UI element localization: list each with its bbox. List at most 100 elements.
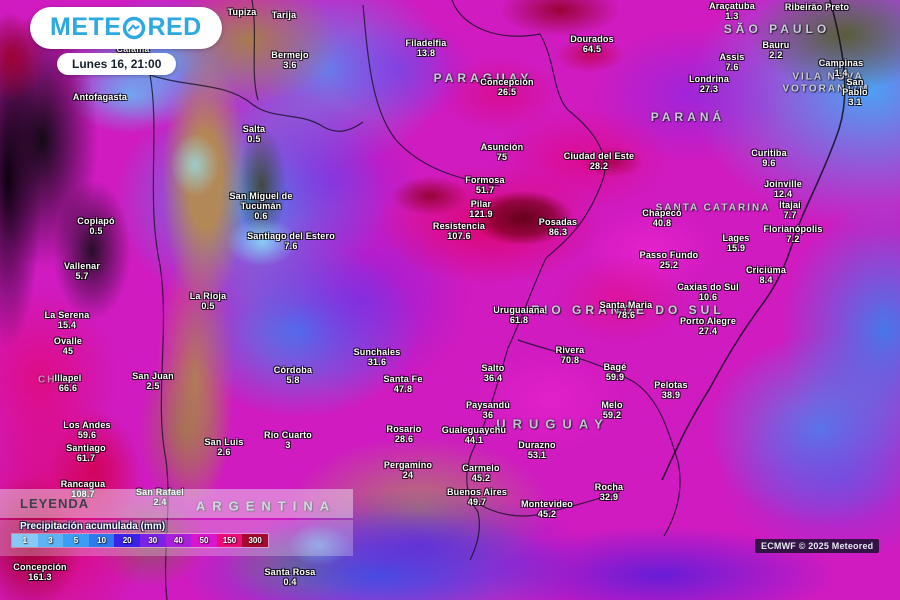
city-label: Salto 36.4 bbox=[481, 363, 505, 383]
city-label: Santiago del Estero 7.6 bbox=[247, 231, 335, 251]
city-label: Assis 7.6 bbox=[719, 52, 745, 72]
city-label: Pelotas 38.9 bbox=[654, 380, 688, 400]
city-label: Joinville 12.4 bbox=[764, 179, 802, 199]
region-label: PARANÁ bbox=[650, 110, 726, 124]
city-label: Durazno 53.1 bbox=[518, 440, 556, 460]
city-label: Caxias do Sul 10.6 bbox=[677, 282, 739, 302]
legend-scale-panel: Precipitación acumulada (mm) 1 3 5 10 20 30 40… bbox=[0, 520, 353, 556]
city-label: Passo Fundo 25.2 bbox=[639, 250, 699, 270]
city-label: Concepción 161.3 bbox=[13, 562, 67, 582]
city-label: Tupiza bbox=[227, 7, 257, 17]
city-label: Dourados 64.5 bbox=[570, 34, 614, 54]
city-label: Lages 15.9 bbox=[722, 233, 750, 253]
city-label: Salta 0.5 bbox=[242, 124, 266, 144]
city-label: Rancagua 108.7 bbox=[60, 479, 106, 499]
city-label: Rivera 70.8 bbox=[555, 345, 585, 365]
city-label: Posadas 86.3 bbox=[538, 217, 578, 237]
city-label: Araçatuba 1.3 bbox=[709, 1, 755, 21]
city-label: Río Cuarto 3 bbox=[264, 430, 312, 450]
city-label: Rocha 32.9 bbox=[594, 482, 624, 502]
logo-text-right: RED bbox=[147, 13, 202, 41]
city-label: Florianópolis 7.2 bbox=[763, 224, 823, 244]
city-label: Ovalle 45 bbox=[53, 336, 83, 356]
city-label: Copiapó 0.5 bbox=[77, 216, 115, 236]
city-label: Paysandú 36 bbox=[465, 400, 511, 420]
region-label: PARAGUAY bbox=[433, 71, 533, 85]
city-label: Asunción 75 bbox=[480, 142, 524, 162]
legend-segment: 20 bbox=[114, 534, 140, 547]
region-label: ARGENTINA bbox=[195, 498, 337, 514]
city-label: Uruguaiana 61.8 bbox=[493, 305, 545, 325]
city-label: Resistencia 107.6 bbox=[432, 221, 486, 241]
region-label: VOTORANTIM bbox=[782, 83, 870, 95]
city-label: San Miguel de Tucumán 0.6 bbox=[229, 191, 293, 221]
city-label: Sunchales 31.6 bbox=[353, 347, 401, 367]
legend-segment: 40 bbox=[165, 534, 192, 547]
city-label: Filadelfia 13.8 bbox=[405, 38, 447, 58]
city-label: La Rioja 0.5 bbox=[189, 291, 227, 311]
legend-panel: LEYENDA bbox=[0, 489, 353, 518]
legend-segment: 1 bbox=[12, 534, 38, 547]
legend-segment: 300 bbox=[242, 534, 268, 547]
city-label: Itajaí 7.7 bbox=[779, 200, 801, 220]
city-label: Bagé 59.9 bbox=[603, 362, 627, 382]
city-label: Buenos Aires 49.7 bbox=[446, 487, 508, 507]
city-label: Gualeguaychu 44.1 bbox=[441, 425, 507, 445]
legend-segment: 10 bbox=[88, 534, 115, 547]
city-label: Montevideo 45.2 bbox=[520, 499, 574, 519]
city-label: San Pablo 3.1 bbox=[842, 77, 868, 107]
city-label: Concepción 26.5 bbox=[480, 77, 534, 97]
legend-segment: 150 bbox=[216, 534, 243, 547]
city-label: Pilar 121.9 bbox=[469, 199, 493, 219]
legend-title: LEYENDA bbox=[20, 496, 90, 511]
city-label: Rosario 28.6 bbox=[386, 424, 422, 444]
legend-unit-label: Precipitación acumulada (mm) bbox=[20, 521, 166, 532]
city-label: Los Andes 59.6 bbox=[63, 420, 111, 440]
meteored-logo: METE RED bbox=[30, 7, 222, 49]
city-label: Chapecó 40.8 bbox=[642, 208, 682, 228]
city-label: San Juan 2.5 bbox=[132, 371, 174, 391]
city-label: Londrina 27.3 bbox=[688, 74, 730, 94]
city-label: Santa Rosa 0.4 bbox=[264, 567, 316, 587]
region-label: SANTA CATARINA bbox=[655, 202, 771, 214]
attribution-badge: ECMWF © 2025 Meteored bbox=[755, 539, 880, 553]
city-label: Carmelo 45.2 bbox=[462, 463, 500, 483]
legend-scale: 1 3 5 10 20 30 40 50 150 300 bbox=[12, 534, 268, 547]
city-label: Porto Alegre 27.4 bbox=[679, 316, 737, 336]
legend-segment: 50 bbox=[191, 534, 217, 547]
legend-segment: 30 bbox=[139, 534, 166, 547]
city-label: Bermejo 3.6 bbox=[271, 50, 309, 70]
region-label: RIO GRANDE DO SUL bbox=[531, 303, 725, 317]
forecast-timestamp: Lunes 16, 21:00 bbox=[57, 53, 177, 75]
city-label: Calama bbox=[116, 44, 150, 54]
legend-segment: 3 bbox=[37, 534, 64, 547]
city-label: Campinas 1.4 bbox=[818, 58, 864, 78]
meteored-o-icon bbox=[122, 16, 146, 40]
city-label: Santa Maria 78.6 bbox=[599, 300, 653, 320]
city-label: Ribeirão Preto bbox=[784, 2, 850, 12]
city-label: Córdoba 5.8 bbox=[273, 365, 313, 385]
city-label: Santa Fe 47.8 bbox=[383, 374, 423, 394]
city-label: Bauru 2.2 bbox=[762, 40, 790, 60]
city-label: San Rafael 2.4 bbox=[135, 487, 185, 507]
region-label: VILA NOVA bbox=[792, 71, 864, 83]
city-label: Illapel 66.6 bbox=[54, 373, 82, 393]
city-label: Melo 59.2 bbox=[601, 400, 623, 420]
city-label: Criciúma 8.4 bbox=[745, 265, 787, 285]
city-label: Tarija bbox=[271, 10, 297, 20]
city-label: La Serena 15.4 bbox=[44, 310, 90, 330]
region-label: URUGUAY bbox=[496, 416, 610, 432]
city-label: San Luis 2.6 bbox=[204, 437, 244, 457]
city-label: Pergamino 24 bbox=[383, 460, 433, 480]
region-label: CHILE bbox=[38, 374, 78, 386]
legend-segment: 5 bbox=[63, 534, 89, 547]
region-label: SÃO PAULO bbox=[723, 22, 831, 36]
city-label: Formosa 51.7 bbox=[465, 175, 505, 195]
city-label: Antofagasta bbox=[72, 92, 128, 102]
city-label: Ciudad del Este 28.2 bbox=[563, 151, 635, 171]
city-label: Curitiba 9.6 bbox=[751, 148, 787, 168]
city-label: Santiago 61.7 bbox=[66, 443, 106, 463]
